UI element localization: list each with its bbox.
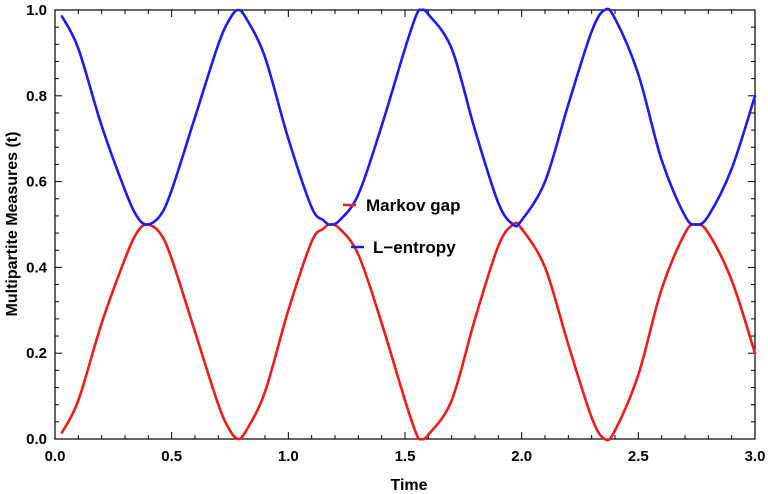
series-line-1 bbox=[60, 7, 757, 228]
plot-frame bbox=[54, 9, 756, 440]
y-tick-label: 0.0 bbox=[26, 431, 47, 448]
x-tick-label: 0.5 bbox=[161, 448, 182, 465]
x-tick-labels: 0.0 0.5 1.0 1.5 2.0 2.5 3.0 bbox=[45, 448, 766, 465]
y-tick-label: 0.6 bbox=[26, 174, 47, 191]
series-line-0 bbox=[60, 221, 757, 442]
x-tick-label: 1.0 bbox=[278, 448, 299, 465]
x-tick-label: 2.5 bbox=[628, 448, 649, 465]
y-axis-title: Multipartite Measures (t) bbox=[4, 132, 21, 317]
y-tick-label: 0.2 bbox=[26, 345, 47, 362]
x-axis-title: Time bbox=[390, 477, 427, 494]
legend-label-l-entropy: L−entropy bbox=[373, 238, 456, 257]
legend: Markov gap L−entropy bbox=[343, 196, 460, 257]
y-tick-label: 0.8 bbox=[26, 88, 47, 105]
y-tick-label: 0.4 bbox=[26, 259, 48, 276]
y-tick-label: 1.0 bbox=[26, 2, 47, 19]
axis-ticks bbox=[54, 9, 756, 440]
y-tick-labels: 0.0 0.2 0.4 0.6 0.8 1.0 bbox=[26, 2, 48, 448]
x-tick-label: 0.0 bbox=[45, 448, 66, 465]
x-tick-label: 1.5 bbox=[395, 448, 416, 465]
legend-label-markov-gap: Markov gap bbox=[366, 196, 460, 215]
x-tick-label: 2.0 bbox=[511, 448, 532, 465]
x-tick-label: 3.0 bbox=[745, 448, 766, 465]
series-lines bbox=[60, 7, 757, 442]
